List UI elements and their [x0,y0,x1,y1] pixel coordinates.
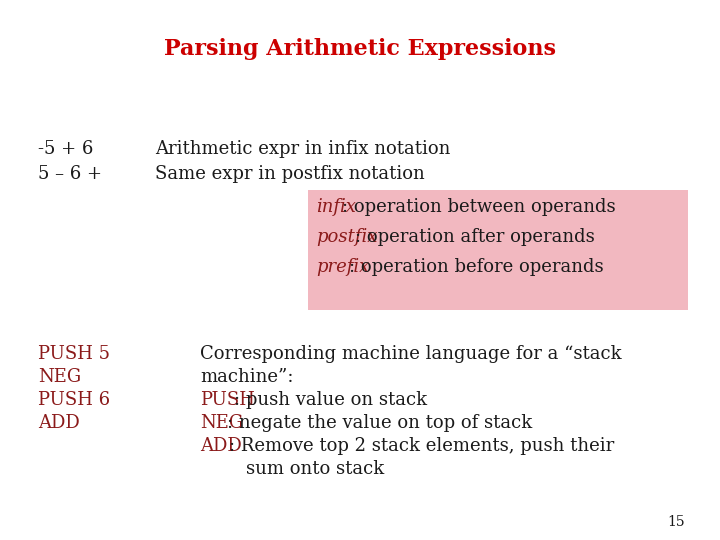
Text: Arithmetic expr in infix notation: Arithmetic expr in infix notation [155,140,451,158]
Text: : push value on stack: : push value on stack [234,391,427,409]
Text: : Remove top 2 stack elements, push their: : Remove top 2 stack elements, push thei… [229,437,614,455]
Text: NEG: NEG [38,368,81,386]
FancyBboxPatch shape [308,190,688,310]
Text: NEG: NEG [200,414,243,432]
Text: : operation before operands: : operation before operands [349,258,603,276]
Text: : operation after operands: : operation after operands [355,228,595,246]
Text: Same expr in postfix notation: Same expr in postfix notation [155,165,425,183]
Text: prefix: prefix [316,258,369,276]
Text: Corresponding machine language for a “stack: Corresponding machine language for a “st… [200,345,621,363]
Text: PUSH 6: PUSH 6 [38,391,110,409]
Text: Parsing Arithmetic Expressions: Parsing Arithmetic Expressions [164,38,556,60]
Text: PUSH: PUSH [200,391,255,409]
Text: ADD: ADD [200,437,242,455]
Text: postfix: postfix [316,228,377,246]
Text: machine”:: machine”: [200,368,294,386]
Text: PUSH 5: PUSH 5 [38,345,110,363]
Text: infix: infix [316,198,356,216]
Text: 15: 15 [667,515,685,529]
Text: 5 – 6 +: 5 – 6 + [38,165,102,183]
Text: : negate the value on top of stack: : negate the value on top of stack [227,414,532,432]
Text: -5 + 6: -5 + 6 [38,140,94,158]
Text: : operation between operands: : operation between operands [342,198,616,216]
Text: sum onto stack: sum onto stack [200,460,384,478]
Text: ADD: ADD [38,414,80,432]
